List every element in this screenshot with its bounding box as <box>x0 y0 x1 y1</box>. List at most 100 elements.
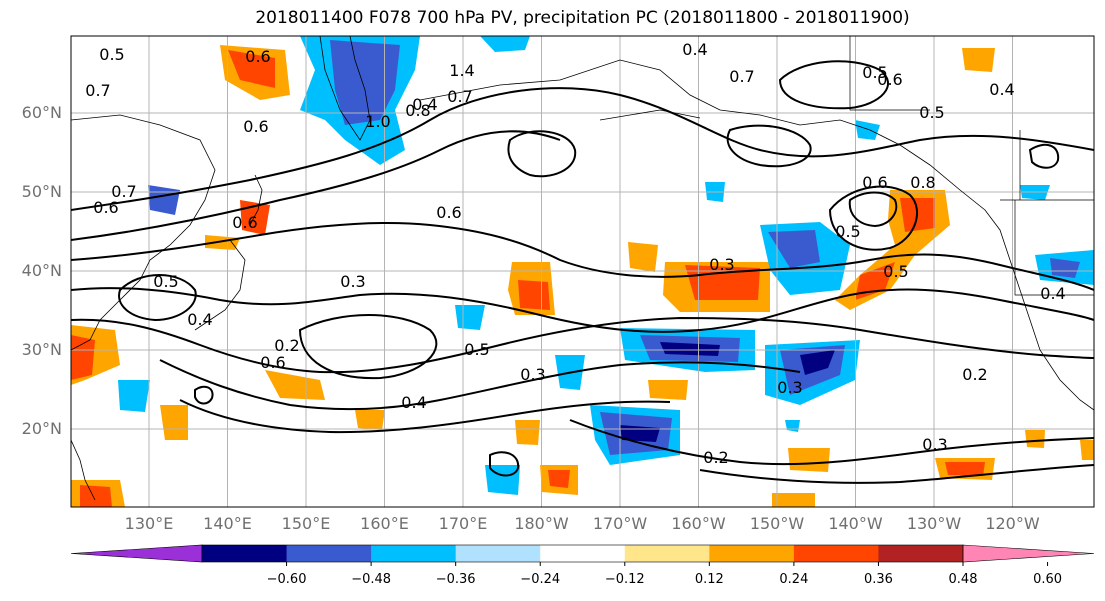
contour-label: 0.8 <box>405 101 430 120</box>
contour-label: 0.2 <box>962 365 987 384</box>
pos-anomaly-blob <box>962 48 995 72</box>
pos-anomaly-blob <box>1080 440 1094 460</box>
neg-anomaly-blob <box>800 350 835 375</box>
lon-tick-label: 170°E <box>438 514 488 533</box>
colorbar-tick-label: 0.48 <box>948 572 978 587</box>
pos-anomaly-blob <box>71 335 95 380</box>
contour-label: 0.5 <box>99 45 124 64</box>
lon-tick-label: 170°W <box>592 514 648 533</box>
pos-anomaly-blob <box>772 493 815 507</box>
colorbar-bin <box>540 545 626 562</box>
contour-label: 0.5 <box>862 63 887 82</box>
contour-label: 0.5 <box>464 340 489 359</box>
lon-tick-label: 160°E <box>360 514 409 533</box>
contour-label: 0.2 <box>703 448 728 467</box>
colorbar-tick-label: 0.60 <box>1033 572 1063 587</box>
contour-label: 0.6 <box>245 47 270 66</box>
contour-label: 0.5 <box>883 262 908 281</box>
contour-label: 0.7 <box>729 67 754 86</box>
colorbar-tick-label: −0.48 <box>351 572 392 587</box>
colorbar-tick-label: 0.12 <box>694 572 724 587</box>
pos-anomaly-blob <box>1025 430 1045 448</box>
lat-tick-label: 50°N <box>21 182 62 201</box>
pos-anomaly-blob <box>648 380 688 400</box>
contour-label: 0.4 <box>412 95 437 114</box>
lon-tick-label: 150°E <box>281 514 331 533</box>
graticule <box>71 36 1094 507</box>
contour-label: 0.5 <box>919 103 944 122</box>
pos-anomaly-blob <box>80 485 112 507</box>
neg-anomaly-blob <box>660 342 720 356</box>
colorbar-tick-label: −0.60 <box>266 572 307 587</box>
colorbar-tick-label: 0.36 <box>863 572 893 587</box>
contour-label: 0.3 <box>777 378 802 397</box>
neg-anomaly-blob <box>118 380 150 412</box>
contour-label: 1.0 <box>365 112 390 131</box>
lat-tick-label: 40°N <box>21 261 62 280</box>
colorbar-tick-label: −0.24 <box>520 572 561 587</box>
colorbar-bin <box>793 545 879 562</box>
pos-anomaly-blob <box>160 405 188 440</box>
neg-anomaly-blob <box>330 40 400 125</box>
colorbar-tick-label: −0.12 <box>604 572 645 587</box>
colorbar-bin <box>455 545 541 562</box>
contour-label: 0.7 <box>111 182 136 201</box>
pos-anomaly-blob <box>228 50 275 88</box>
lon-tick-label: 150°W <box>749 514 805 533</box>
pos-anomaly-blob <box>518 280 550 310</box>
neg-anomaly-blob <box>1050 258 1080 278</box>
pos-anomaly-blob <box>945 462 985 476</box>
pos-anomaly-blob <box>788 448 830 472</box>
contour-label: 0.2 <box>274 336 299 355</box>
neg-anomaly-blob <box>480 36 530 52</box>
contour-label: 0.5 <box>153 272 178 291</box>
colorbar-bin <box>624 545 710 562</box>
contour-label: 0.6 <box>436 203 461 222</box>
colorbar-bin <box>878 545 964 562</box>
contour-label: 0.6 <box>93 198 118 217</box>
lon-tick-label: 130°E <box>124 514 174 533</box>
neg-anomaly-blob <box>768 230 820 268</box>
lon-tick-label: 140°W <box>828 514 883 533</box>
pos-anomaly-blob <box>515 420 540 445</box>
contour-label: 0.6 <box>243 117 268 136</box>
map-title: 2018011400 F078 700 hPa PV, precipitatio… <box>255 8 910 28</box>
contour-label: 0.5 <box>835 222 860 241</box>
precipitation-shading <box>71 36 1094 507</box>
colorbar-extend-high <box>962 544 1095 563</box>
contour-label: 0.7 <box>447 87 472 106</box>
contour-label: 0.4 <box>1040 284 1065 303</box>
contour-label: 0.3 <box>922 435 947 454</box>
lon-tick-label: 120°W <box>985 514 1040 533</box>
colorbar-bin <box>371 545 457 562</box>
lon-tick-label: 160°W <box>671 514 726 533</box>
colorbar-bin <box>202 545 288 562</box>
contour-label: 0.6 <box>232 213 257 232</box>
contour-label: 0.7 <box>85 81 110 100</box>
colorbar-bin <box>286 545 372 562</box>
contour-label: 0.3 <box>340 272 365 291</box>
pos-anomaly-blob <box>265 370 325 400</box>
contour-label: 0.3 <box>709 255 734 274</box>
lat-tick-label: 30°N <box>21 340 62 359</box>
pv-contours <box>71 60 1094 484</box>
colorbar-tick-label: −0.36 <box>435 572 476 587</box>
borders <box>849 36 1094 296</box>
pos-anomaly-blob <box>628 242 658 272</box>
neg-anomaly-blob <box>855 120 880 140</box>
lat-tick-label: 20°N <box>21 419 62 438</box>
colorbar <box>70 544 1095 566</box>
contour-label: 0.6 <box>877 70 902 89</box>
pos-anomaly-blob <box>355 410 385 430</box>
lon-tick-label: 130°W <box>906 514 962 533</box>
neg-anomaly-blob <box>455 305 485 330</box>
contour-label: 0.8 <box>910 173 935 192</box>
contour-label: 0.4 <box>401 393 426 412</box>
contour-label: 0.6 <box>862 173 887 192</box>
lat-tick-label: 60°N <box>21 103 62 122</box>
pos-anomaly-blob <box>548 470 570 488</box>
colorbar-tick-label: 0.24 <box>779 572 809 587</box>
contour-label: 0.4 <box>187 310 212 329</box>
lon-tick-label: 180°W <box>514 514 569 533</box>
